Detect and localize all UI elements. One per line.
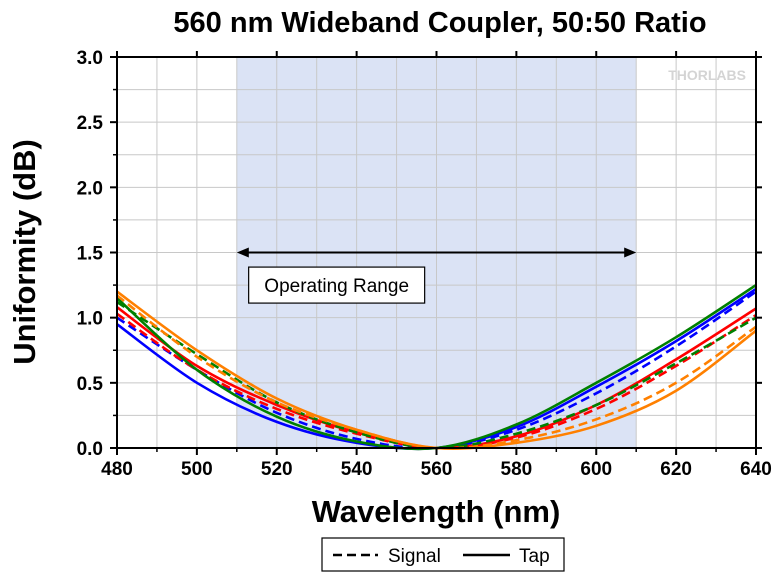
y-tick-label: 2.5 [77,113,104,134]
y-tick-label: 2.0 [77,178,103,199]
arrowhead-right [624,247,637,258]
y-tick-label: 0.0 [77,439,103,460]
chart-title: 560 nm Wideband Coupler, 50:50 Ratio [173,7,706,39]
x-tick-label: 480 [101,459,133,480]
x-tick-label: 540 [341,459,373,480]
annotation: Operating Range [236,247,637,304]
logo-text: THORLABS [668,67,746,83]
y-tick-label: 1.0 [77,309,103,330]
x-tick-label: 600 [580,459,612,480]
y-tick-label: 1.5 [77,244,104,265]
annotation-text: Operating Range [264,276,409,297]
legend: Signal Tap [321,537,565,572]
legend-label: Signal [388,546,441,567]
y-tick-label: 3.0 [77,48,103,69]
y-axis-label: Uniformity (dB) [7,139,42,365]
arrowhead-left [236,247,249,258]
x-tick-label: 560 [421,459,453,480]
annotation-box [248,266,426,304]
x-tick-label: 620 [660,459,692,480]
x-tick-label: 500 [181,459,213,480]
x-tick-label: 520 [261,459,293,480]
x-tick-label: 640 [740,459,772,480]
series-line-7 [116,294,757,450]
x-tick-label: 580 [501,459,533,480]
x-axis-label: Wavelength (nm) [312,494,561,529]
y-tick-label: 0.5 [77,374,104,395]
ticks: 480 500 520 540 560 580 600 620 640 0.0 0.5 1.0 1.5 2… [77,48,772,480]
legend-label: Tap [519,546,550,567]
